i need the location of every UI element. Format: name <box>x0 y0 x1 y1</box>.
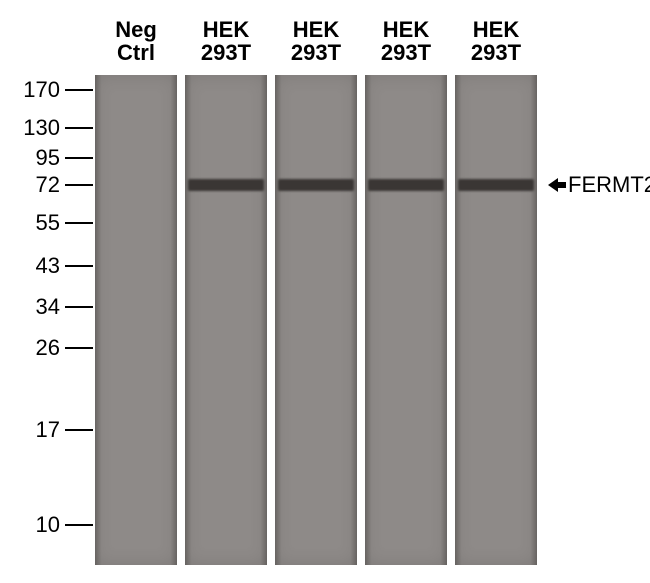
lane-1 <box>185 75 267 565</box>
mw-label-10: 10 <box>5 512 60 538</box>
gel-area <box>95 75 545 565</box>
mw-label-170: 170 <box>5 77 60 103</box>
lane-3 <box>365 75 447 565</box>
mw-tick-130 <box>65 127 93 129</box>
lane-label-0: Neg Ctrl <box>95 18 177 64</box>
mw-label-17: 17 <box>5 417 60 443</box>
lane-label-1: HEK 293T <box>185 18 267 64</box>
mw-label-26: 26 <box>5 335 60 361</box>
target-label: FERMT2 <box>548 172 650 198</box>
mw-tick-72 <box>65 184 93 186</box>
mw-label-34: 34 <box>5 294 60 320</box>
lane-2 <box>275 75 357 565</box>
mw-tick-55 <box>65 222 93 224</box>
mw-label-95: 95 <box>5 145 60 171</box>
band-fermt2-lane-3 <box>368 179 444 191</box>
mw-label-55: 55 <box>5 210 60 236</box>
target-name: FERMT2 <box>568 172 650 198</box>
arrow-left-icon <box>548 172 566 198</box>
band-fermt2-lane-1 <box>188 179 264 191</box>
lane-0 <box>95 75 177 565</box>
mw-tick-34 <box>65 306 93 308</box>
band-fermt2-lane-2 <box>278 179 354 191</box>
mw-label-130: 130 <box>5 115 60 141</box>
mw-tick-10 <box>65 524 93 526</box>
mw-tick-170 <box>65 89 93 91</box>
lane-4 <box>455 75 537 565</box>
mw-tick-43 <box>65 265 93 267</box>
band-fermt2-lane-4 <box>458 179 534 191</box>
lane-label-3: HEK 293T <box>365 18 447 64</box>
lane-label-2: HEK 293T <box>275 18 357 64</box>
mw-tick-26 <box>65 347 93 349</box>
lane-label-4: HEK 293T <box>455 18 537 64</box>
mw-tick-95 <box>65 157 93 159</box>
mw-label-43: 43 <box>5 253 60 279</box>
mw-tick-17 <box>65 429 93 431</box>
mw-label-72: 72 <box>5 172 60 198</box>
